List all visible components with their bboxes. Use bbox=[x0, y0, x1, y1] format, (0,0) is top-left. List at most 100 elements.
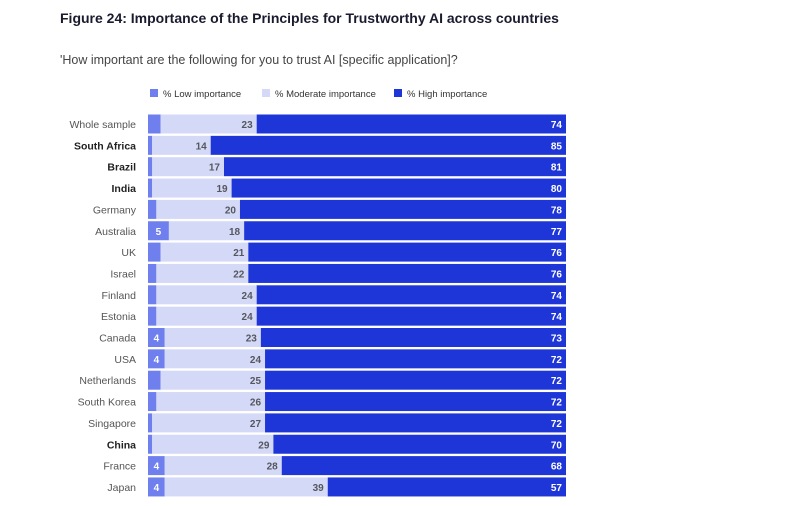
bar-segment-high bbox=[231, 178, 566, 198]
data-label-high: 85 bbox=[551, 141, 563, 152]
bar-segment-low bbox=[148, 434, 153, 454]
bar-segment-high bbox=[265, 370, 566, 390]
data-label-high: 72 bbox=[551, 398, 563, 409]
category-label: Israel bbox=[110, 268, 136, 280]
bar-segment-low bbox=[148, 242, 161, 262]
bar-segment-low bbox=[148, 306, 157, 326]
data-label-moderate: 24 bbox=[242, 312, 254, 323]
chart-subtitle: 'How important are the following for you… bbox=[60, 53, 458, 67]
bar-row: China 29 70 bbox=[107, 434, 566, 454]
category-label: USA bbox=[114, 354, 136, 366]
data-label-moderate: 19 bbox=[216, 184, 228, 195]
bar-segment-moderate bbox=[164, 456, 282, 476]
bar-segment-high bbox=[224, 157, 566, 177]
bar-row: Singapore 27 72 bbox=[88, 413, 566, 433]
bar-row: Estonia 24 74 bbox=[101, 306, 566, 326]
bar-segment-high bbox=[273, 434, 566, 454]
bar-segment-moderate bbox=[156, 199, 240, 219]
data-label-moderate: 24 bbox=[242, 291, 254, 302]
data-label-moderate: 17 bbox=[209, 163, 221, 174]
bar-row: Israel 22 76 bbox=[110, 263, 566, 283]
bar-row: South Africa 14 85 bbox=[74, 135, 566, 155]
data-label-low: 5 bbox=[156, 227, 162, 238]
bar-segment-moderate bbox=[152, 178, 232, 198]
bar-segment-low bbox=[148, 328, 165, 347]
bar-segment-high bbox=[265, 413, 566, 433]
bar-segment-moderate bbox=[152, 434, 274, 454]
bar-segment-low bbox=[148, 285, 157, 305]
bar-segment-low bbox=[148, 477, 165, 497]
bar-segment-high bbox=[244, 221, 566, 241]
bar-row: France 4 28 68 bbox=[103, 456, 566, 476]
category-label: Netherlands bbox=[79, 375, 136, 387]
legend-label-moderate-importance: % Moderate importance bbox=[275, 89, 376, 100]
legend: % Low importance % Moderate importance % H… bbox=[150, 89, 487, 100]
bar-segment-low bbox=[148, 221, 169, 241]
bar-segment-low bbox=[148, 370, 161, 390]
data-label-moderate: 39 bbox=[313, 483, 325, 494]
bar-row: USA 4 24 72 bbox=[114, 349, 566, 369]
bar-segment-high bbox=[256, 114, 566, 134]
bar-segment-moderate bbox=[156, 263, 249, 283]
bar-segment-high bbox=[248, 263, 566, 283]
bar-segment-moderate bbox=[164, 328, 261, 347]
data-label-moderate: 14 bbox=[196, 141, 208, 152]
data-label-high: 74 bbox=[551, 291, 563, 302]
data-label-low: 4 bbox=[154, 462, 160, 473]
category-label: UK bbox=[121, 247, 136, 259]
data-label-moderate: 29 bbox=[258, 440, 270, 451]
legend-swatch-low-importance bbox=[150, 89, 158, 97]
category-label: Whole sample bbox=[69, 119, 136, 131]
data-label-low: 4 bbox=[154, 483, 160, 494]
bar-segment-moderate bbox=[152, 413, 266, 433]
data-label-moderate: 22 bbox=[233, 269, 245, 280]
data-label-high: 74 bbox=[551, 312, 563, 323]
data-label-moderate: 25 bbox=[250, 376, 262, 387]
bar-segment-low bbox=[148, 199, 157, 219]
bar-segment-moderate bbox=[164, 349, 266, 369]
bar-segment-high bbox=[248, 242, 566, 262]
bar-row: Brazil 17 81 bbox=[107, 157, 566, 177]
bar-row: Japan 4 39 57 bbox=[107, 477, 566, 497]
bar-row: Whole sample 23 74 bbox=[69, 114, 566, 134]
bar-row: Canada 4 23 73 bbox=[99, 328, 566, 347]
bar-segment-moderate bbox=[160, 242, 249, 262]
bar-segment-low bbox=[148, 392, 157, 412]
data-label-high: 70 bbox=[551, 440, 563, 451]
chart-rows: Whole sample 23 74 South Africa 14 85 Brazil 17… bbox=[69, 114, 566, 497]
category-label: Australia bbox=[95, 226, 136, 238]
data-label-low: 4 bbox=[154, 355, 160, 366]
bar-segment-moderate bbox=[164, 477, 328, 497]
data-label-high: 78 bbox=[551, 205, 563, 216]
bar-row: Australia 5 18 77 bbox=[95, 221, 566, 241]
legend-swatch-moderate-importance bbox=[262, 89, 270, 97]
bar-segment-high bbox=[327, 477, 566, 497]
data-label-high: 73 bbox=[551, 334, 563, 345]
bar-segment-high bbox=[260, 328, 566, 347]
data-label-high: 77 bbox=[551, 227, 563, 238]
data-label-high: 76 bbox=[551, 269, 563, 280]
category-label: Singapore bbox=[88, 418, 136, 430]
bar-segment-moderate bbox=[160, 370, 266, 390]
bar-segment-low bbox=[148, 349, 165, 369]
category-label: Finland bbox=[102, 290, 137, 302]
category-label: South Africa bbox=[74, 140, 136, 152]
data-label-high: 68 bbox=[551, 462, 563, 473]
chart-title: Figure 24: Importance of the Principles … bbox=[60, 10, 559, 26]
data-label-moderate: 18 bbox=[229, 227, 241, 238]
bar-segment-moderate bbox=[156, 285, 257, 305]
bar-segment-low bbox=[148, 263, 157, 283]
category-label: Canada bbox=[99, 333, 136, 345]
data-label-high: 57 bbox=[551, 483, 563, 494]
data-label-high: 72 bbox=[551, 355, 563, 366]
bar-row: South Korea 26 72 bbox=[78, 392, 566, 412]
data-label-moderate: 28 bbox=[267, 462, 279, 473]
bar-segment-moderate bbox=[152, 135, 211, 155]
bar-segment-low bbox=[148, 178, 153, 198]
data-label-high: 72 bbox=[551, 419, 563, 430]
bar-row: India 19 80 bbox=[111, 178, 566, 198]
bar-segment-moderate bbox=[152, 157, 224, 177]
data-label-high: 80 bbox=[551, 184, 563, 195]
bar-row: Finland 24 74 bbox=[102, 285, 566, 305]
